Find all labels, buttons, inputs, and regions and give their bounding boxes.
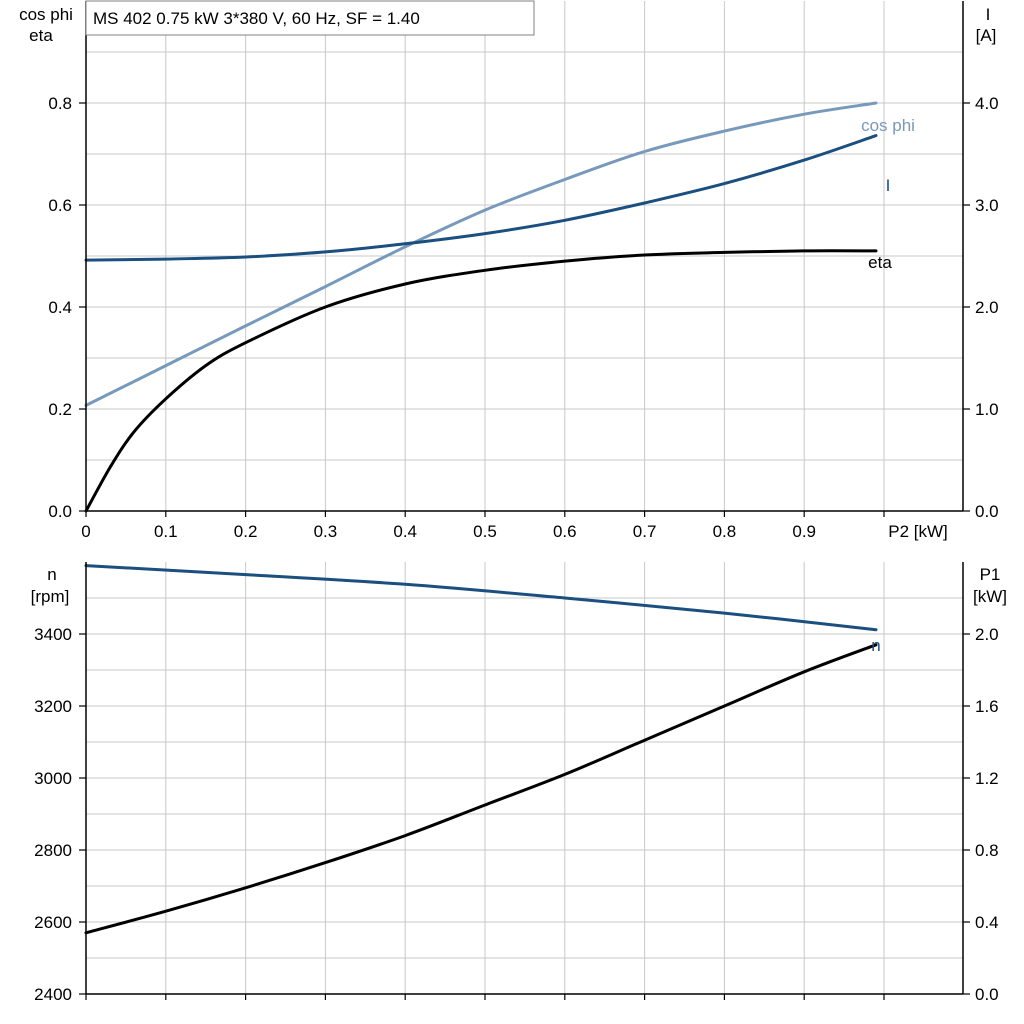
lower-right-tick-label: 0.8 [975, 841, 999, 860]
x-axis-unit-label: P2 [kW] [888, 522, 948, 541]
lower-right-axis-label-line2: [kW] [973, 587, 1007, 606]
lower-right-tick-label: 0.4 [975, 913, 999, 932]
chart-title: MS 402 0.75 kW 3*380 V, 60 Hz, SF = 1.40 [93, 9, 420, 28]
lower-left-tick-label: 2400 [34, 985, 72, 1004]
lower-left-tick-label: 3200 [34, 697, 72, 716]
lower-left-tick-label: 2800 [34, 841, 72, 860]
lower-left-axis-label-line2: [rpm] [31, 587, 70, 606]
lower-right-tick-label: 2.0 [975, 625, 999, 644]
upper-left-tick-label: 0.6 [48, 196, 72, 215]
eta-curve [84, 249, 878, 513]
upper-right-tick-label: 0.0 [975, 502, 999, 521]
x-tick-label: 0.2 [234, 522, 258, 541]
upper-left-tick-label: 0.4 [48, 298, 72, 317]
lower-left-tick-label: 2600 [34, 913, 72, 932]
x-tick-label: 0 [81, 522, 90, 541]
x-tick-label: 0.8 [713, 522, 737, 541]
title-box [85, 0, 535, 36]
lower-series-group [84, 564, 878, 935]
i-curve [84, 134, 878, 262]
lower-right-tick-label: 1.6 [975, 697, 999, 716]
x-tick-label: 0.3 [314, 522, 338, 541]
lower-right-axis-label-line1: P1 [980, 565, 1001, 584]
x-tick-label: 0.9 [792, 522, 816, 541]
x-tick-label: 0.6 [553, 522, 577, 541]
cos-phi-series-label: cos phi [861, 116, 915, 135]
n-curve [84, 564, 878, 632]
p1-curve [84, 643, 878, 935]
lower-right-tick-label: 0.0 [975, 985, 999, 1004]
upper-left-tick-label: 0.0 [48, 502, 72, 521]
upper-left-axis-label-line1: cos phi [19, 5, 73, 24]
x-tick-label: 0.5 [473, 522, 497, 541]
upper-series-group [84, 101, 878, 513]
upper-left-axis-label-line2: eta [29, 26, 53, 45]
upper-left-tick-label: 0.8 [48, 94, 72, 113]
cos-phi-curve [84, 101, 878, 407]
upper-right-tick-label: 3.0 [975, 196, 999, 215]
upper-left-tick-label: 0.2 [48, 400, 72, 419]
x-tick-label: 0.1 [154, 522, 178, 541]
lower-left-tick-label: 3000 [34, 769, 72, 788]
lower-grid [86, 562, 963, 994]
lower-left-axis-label-line1: n [47, 565, 56, 584]
lower-left-tick-label: 3400 [34, 625, 72, 644]
current-series-label: I [886, 176, 891, 195]
x-tick-label: 0.4 [393, 522, 417, 541]
upper-right-axis-label-line2: [A] [976, 26, 997, 45]
x-tick-label: 0.7 [633, 522, 657, 541]
lower-right-tick-label: 1.2 [975, 769, 999, 788]
upper-right-axis-label-line1: I [986, 5, 991, 24]
lower-axes: 2400 2600 2800 3000 3200 3400 0.0 0.4 0.8 1.2 1.6 2… [34, 562, 999, 1004]
upper-axes: 0 0.1 0.2 0.3 0.4 0.5 0.6 0.7 0.8 0.9 0.0 0.2 0.4 0.6… [48, 1, 999, 541]
upper-right-tick-label: 4.0 [975, 94, 999, 113]
upper-grid [86, 1, 963, 511]
upper-right-tick-label: 1.0 [975, 400, 999, 419]
n-series-label: n [871, 636, 880, 655]
eta-series-label: eta [868, 253, 892, 272]
upper-right-tick-label: 2.0 [975, 298, 999, 317]
